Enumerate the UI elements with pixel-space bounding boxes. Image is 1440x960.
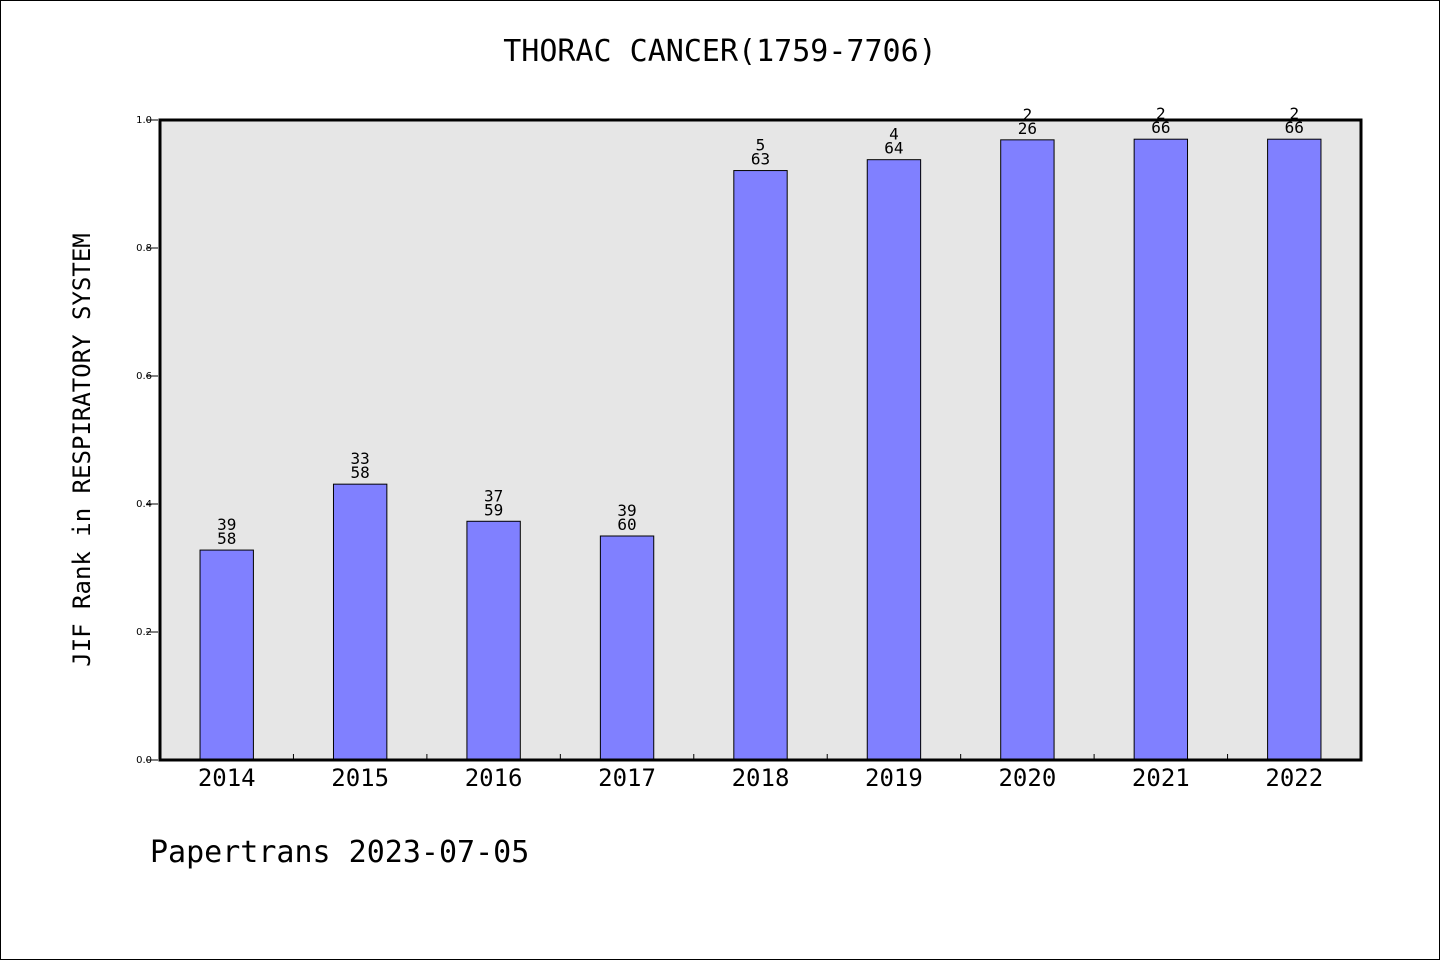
bar-label-total: 63 (751, 150, 770, 169)
bar (1000, 139, 1055, 761)
y-tick-label: 0.2 (136, 627, 152, 638)
bar-label-total: 60 (617, 515, 636, 534)
bar-label-total: 58 (217, 529, 236, 548)
y-tick-label: 1.0 (136, 115, 152, 126)
x-tick-label: 2017 (598, 764, 656, 792)
x-tick-label: 2014 (198, 764, 256, 792)
bar (1267, 138, 1322, 761)
y-tick-label: 0.4 (136, 499, 152, 510)
bar-label-total: 58 (351, 463, 370, 482)
x-tick-label: 2018 (732, 764, 790, 792)
bar-label-rank: 39 (617, 501, 636, 520)
bar-label-rank: 33 (351, 449, 370, 468)
bar-label-total: 64 (884, 139, 903, 158)
footer-credit: Papertrans 2023-07-05 (150, 835, 530, 870)
bar (332, 483, 388, 761)
x-tick-label: 2022 (1265, 764, 1323, 792)
bar-label-rank: 2 (1023, 105, 1033, 124)
bar-label-rank: 37 (484, 486, 503, 505)
bar (599, 535, 655, 761)
bar-label-rank: 5 (756, 136, 766, 155)
chart-title: THORAC CANCER(1759-7706) (503, 34, 937, 69)
bar-label-total: 26 (1018, 119, 1037, 138)
x-tick-label: 2021 (1132, 764, 1190, 792)
x-tick-label: 2020 (998, 764, 1056, 792)
bar-label-rank: 2 (1289, 104, 1299, 123)
x-tick-label: 2016 (465, 764, 523, 792)
plot-border (158, 118, 1363, 762)
bar (866, 159, 922, 761)
x-tick-label: 2015 (331, 764, 389, 792)
bar-label-total: 66 (1285, 118, 1304, 137)
bar-label-rank: 39 (217, 515, 236, 534)
bar-label-total: 66 (1151, 118, 1170, 137)
y-tick-label: 0.0 (136, 755, 152, 766)
bar (733, 170, 788, 761)
bar (466, 520, 521, 761)
y-tick-label: 0.8 (136, 243, 152, 254)
x-tick-label: 2019 (865, 764, 923, 792)
bar-label-rank: 2 (1156, 104, 1166, 123)
bar (199, 549, 254, 761)
y-tick-label: 0.6 (136, 371, 152, 382)
bar (1133, 138, 1189, 761)
bar-label-total: 59 (484, 500, 503, 519)
bar-label-rank: 4 (889, 125, 899, 144)
